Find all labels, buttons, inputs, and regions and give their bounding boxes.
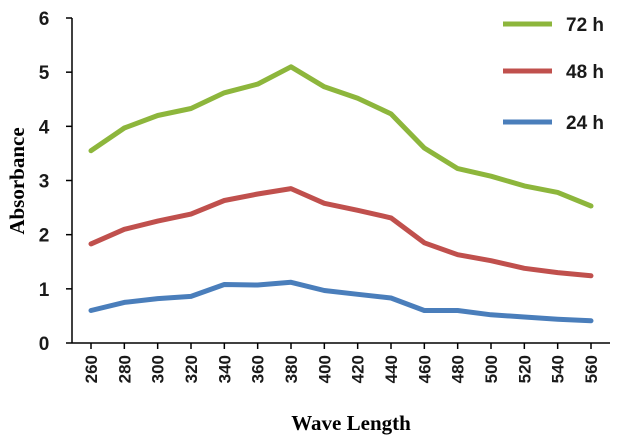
x-tick-label: 480	[449, 355, 468, 383]
y-tick-label: 6	[39, 9, 50, 30]
x-tick-label: 360	[249, 355, 268, 383]
x-axis-title: Wave Length	[291, 411, 411, 435]
series-line-24h	[88, 279, 594, 324]
x-axis: 260 280 300 320 340 360 380 400 420 440 460 480 500 5…	[72, 342, 610, 383]
x-tick-label: 560	[582, 355, 601, 383]
y-tick-label: 1	[39, 280, 50, 301]
series-line-72h	[88, 64, 594, 209]
y-axis: 0 1 2 3 4 5 6	[39, 9, 73, 355]
y-tick-label: 2	[39, 226, 50, 247]
x-tick-label: 260	[82, 355, 101, 383]
x-tick-label: 280	[115, 355, 134, 383]
legend: 72 h 48 h 24 h	[503, 15, 604, 134]
series-layer	[88, 64, 594, 324]
x-tick-label: 500	[482, 355, 501, 383]
x-tick-label: 380	[282, 355, 301, 383]
y-tick-label: 0	[39, 334, 50, 355]
y-tick-label: 4	[39, 117, 50, 138]
x-tick-label: 420	[349, 355, 368, 383]
x-tick-label: 460	[415, 355, 434, 383]
y-tick-label: 5	[39, 63, 50, 84]
x-tick-label: 300	[149, 355, 168, 383]
x-tick-label: 540	[549, 355, 568, 383]
x-tick-label: 320	[182, 355, 201, 383]
x-tick-label: 440	[382, 355, 401, 383]
legend-label: 72 h	[566, 15, 604, 36]
legend-label: 24 h	[566, 113, 604, 134]
x-tick-label: 520	[515, 355, 534, 383]
x-tick-label: 340	[215, 355, 234, 383]
legend-label: 48 h	[566, 62, 604, 83]
series-line-48h	[88, 186, 594, 279]
x-tick-label: 400	[315, 355, 334, 383]
y-tick-label: 3	[39, 172, 50, 193]
y-axis-title: Absorbance	[5, 127, 29, 234]
